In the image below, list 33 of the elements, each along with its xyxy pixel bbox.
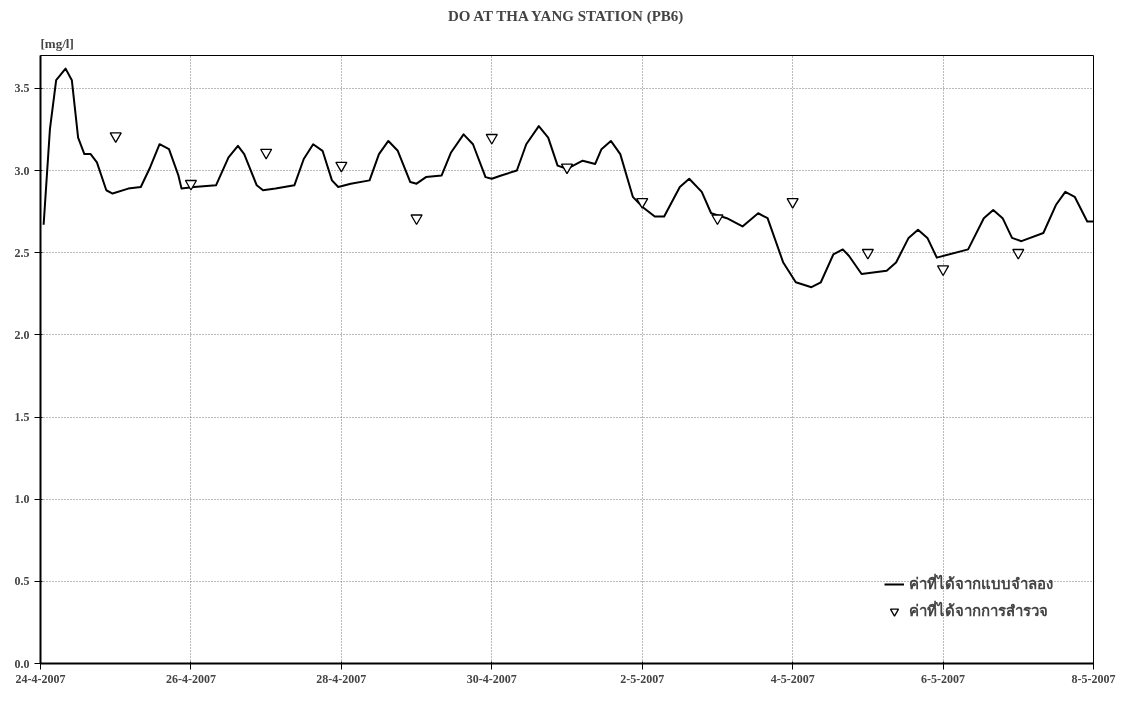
- point: [1012, 248, 1025, 260]
- point: [936, 265, 950, 277]
- point: [109, 132, 122, 144]
- x-tick-label: 28-4-2007: [316, 671, 367, 686]
- point: [335, 161, 348, 173]
- y-tick-label: 3.0: [14, 163, 30, 178]
- y-tick-label: 2.0: [14, 327, 30, 342]
- point: [560, 163, 574, 175]
- x-tick-label: 26-4-2007: [165, 671, 216, 686]
- point: [786, 197, 799, 209]
- y-axis-title: [mg/l]: [40, 35, 74, 51]
- x-tick-label: 24-4-2007: [15, 671, 66, 686]
- y-tick-label: 1.5: [14, 410, 30, 425]
- point: [485, 133, 498, 145]
- point: [861, 248, 875, 260]
- x-tick-label: 8-5-2007: [1071, 671, 1116, 686]
- point: [711, 214, 724, 226]
- legend-label: ค่าที่ได้จากการสำรวจ: [909, 599, 1048, 622]
- y-tick-label: 0.0: [14, 656, 30, 671]
- point: [636, 197, 649, 209]
- y-tick-label: 0.5: [14, 574, 30, 589]
- y-tick-label: 2.5: [14, 245, 30, 260]
- legend-label: ค่าที่ได้จากแบบจำลอง: [909, 572, 1053, 595]
- point: [410, 214, 423, 226]
- x-tick-label: 2-5-2007: [620, 671, 665, 686]
- x-tick-label: 30-4-2007: [466, 671, 517, 686]
- point: [184, 179, 198, 191]
- x-tick-label: 4-5-2007: [770, 671, 815, 686]
- x-tick-label: 6-5-2007: [921, 671, 966, 686]
- chart-title: DO AT THA YANG STATION (PB6): [447, 7, 684, 25]
- point: [259, 148, 273, 160]
- y-tick-label: 1.0: [14, 492, 30, 507]
- y-tick-label: 3.5: [14, 81, 30, 96]
